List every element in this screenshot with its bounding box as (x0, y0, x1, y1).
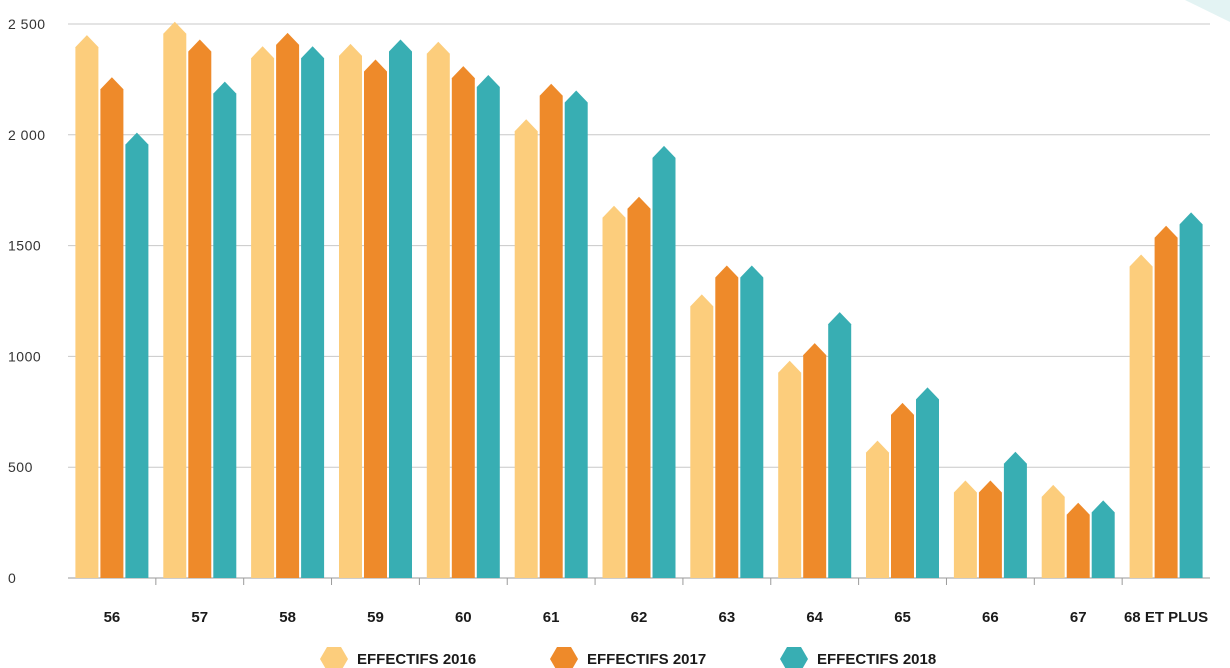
y-tick-label: 0 (8, 570, 16, 586)
bar-66-series-1 (953, 480, 977, 578)
x-tick-label: 60 (455, 609, 472, 626)
legend-label-3: EFFECTIFS 2018 (817, 651, 936, 668)
y-tick-label: 1000 (8, 348, 41, 364)
x-tick-label: 56 (104, 609, 121, 626)
x-tick-label: 68 ET PLUS (1124, 609, 1208, 626)
bar-56-series-1 (75, 35, 99, 579)
legend: EFFECTIFS 2016 EFFECTIFS 2017 EFFECTIFS 20… (320, 647, 936, 668)
bar-63-series-3 (740, 265, 764, 578)
x-tick-label: 57 (191, 609, 208, 626)
bar-59-series-3 (389, 39, 412, 578)
x-tick-label: 64 (806, 609, 823, 626)
bars (75, 21, 1203, 579)
legend-swatch-3 (780, 647, 808, 668)
bar-60-series-2 (451, 66, 475, 578)
bar-57-series-2 (188, 39, 212, 578)
legend-label-2: EFFECTIFS 2017 (587, 651, 706, 668)
bar-67-series-1 (1041, 484, 1065, 578)
bar-58-series-2 (276, 32, 300, 578)
bar-61-series-1 (514, 119, 538, 579)
x-tick-label: 66 (982, 609, 999, 626)
bar-67-series-2 (1066, 502, 1090, 578)
legend-label-1: EFFECTIFS 2016 (357, 651, 476, 668)
x-tick-label: 58 (279, 609, 296, 626)
bar-57-series-3 (213, 81, 237, 578)
bar-61-series-2 (539, 83, 563, 579)
bar-64-series-3 (828, 312, 852, 578)
bar-66-series-3 (1003, 451, 1027, 578)
x-tick-label: 63 (719, 609, 736, 626)
bar-62-series-3 (652, 145, 676, 578)
bar-58-series-1 (251, 46, 275, 578)
x-axis (68, 577, 1210, 585)
bar-64-series-1 (778, 360, 802, 578)
bar-63-series-2 (715, 265, 739, 578)
y-tick-label: 1500 (8, 238, 41, 254)
bar-65-series-2 (891, 402, 914, 578)
y-tick-label: 2 000 (8, 127, 46, 143)
bar-66-series-2 (978, 480, 1002, 578)
bar-59-series-1 (339, 43, 362, 578)
x-tick-label: 61 (543, 609, 560, 626)
bar-65-series-1 (866, 440, 889, 578)
bar-58-series-3 (301, 46, 325, 578)
legend-swatch-1 (320, 647, 348, 668)
bar-64-series-2 (803, 343, 827, 578)
x-axis-labels: 56 57 58 59 60 61 62 63 64 65 66 67 68 ET PLUS (104, 609, 1209, 626)
bar-60-series-1 (426, 41, 450, 578)
x-tick-label: 67 (1070, 609, 1087, 626)
bar-62-series-2 (627, 196, 651, 579)
bar-68-et-plus-series-2 (1154, 225, 1178, 578)
bar-62-series-1 (602, 205, 626, 578)
y-tick-label: 2 500 (8, 16, 46, 32)
y-axis-ticks: 0 500 1000 1500 2 000 2 500 (8, 16, 46, 586)
bar-57-series-1 (163, 21, 187, 579)
bar-68-et-plus-series-1 (1129, 254, 1153, 578)
bar-56-series-2 (100, 77, 124, 578)
x-tick-label: 59 (367, 609, 384, 626)
corner-decoration (1185, 0, 1230, 22)
bar-63-series-1 (690, 294, 714, 578)
bar-60-series-3 (476, 75, 500, 578)
bar-59-series-2 (364, 59, 387, 578)
x-tick-label: 62 (631, 609, 648, 626)
bar-65-series-3 (916, 387, 939, 578)
bar-68-et-plus-series-3 (1179, 212, 1203, 578)
x-tick-label: 65 (894, 609, 911, 626)
bar-56-series-3 (125, 132, 149, 578)
bar-67-series-3 (1091, 500, 1115, 578)
legend-swatch-2 (550, 647, 578, 668)
bar-61-series-3 (564, 90, 588, 578)
y-tick-label: 500 (8, 459, 33, 475)
